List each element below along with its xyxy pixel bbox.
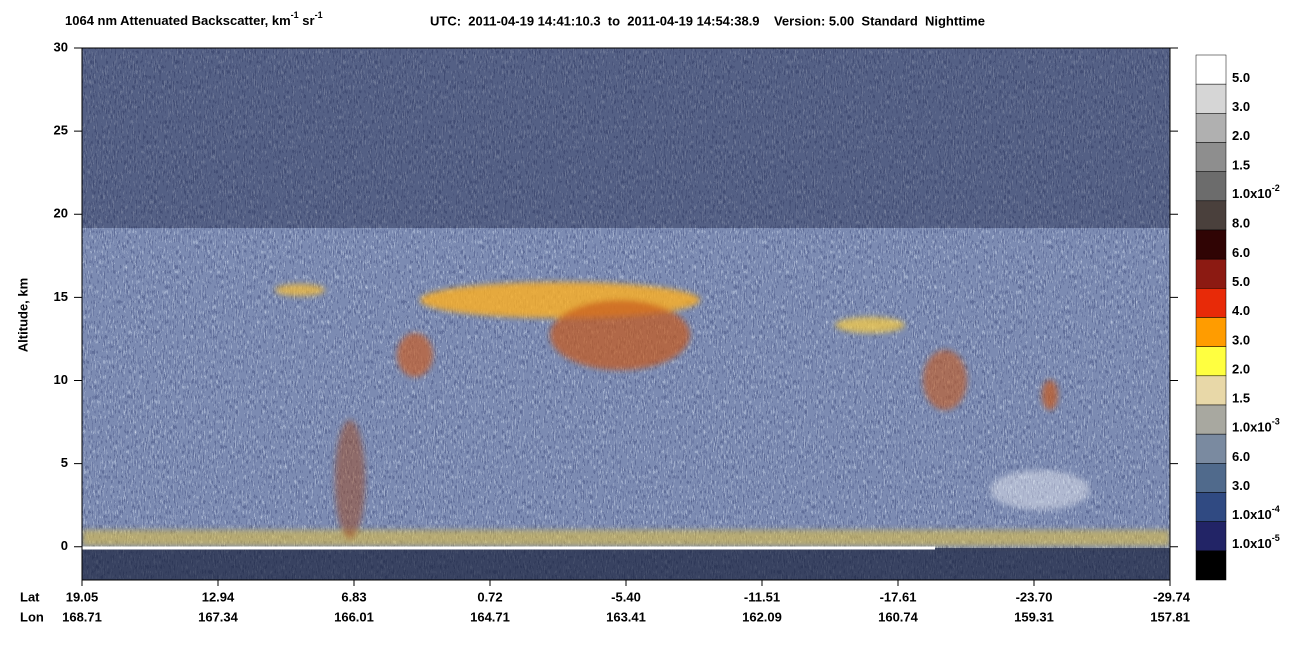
lat-label: 12.94: [202, 589, 235, 604]
colorbar-label-sup: -5: [1272, 533, 1280, 543]
lon-label: 162.09: [742, 609, 782, 624]
title-superscript: -1: [315, 10, 323, 20]
chart-subtitle: UTC: 2011-04-19 14:41:10.3 to 2011-04-19…: [430, 13, 985, 28]
colorbar-label-base: 1.0x10: [1232, 420, 1272, 435]
colorbar-box: [1195, 433, 1227, 464]
colorbar-label: 6.0: [1232, 449, 1250, 464]
colorbar-box: [1195, 521, 1227, 552]
colorbar-label: 1.0x10-3: [1232, 417, 1280, 435]
lat-label: -17.61: [880, 589, 917, 604]
lat-label: 19.05: [66, 589, 99, 604]
colorbar-label-sup: -3: [1272, 417, 1280, 427]
colorbar-box: [1195, 550, 1227, 581]
subsurface: [82, 548, 1170, 580]
colorbar-box: [1195, 142, 1227, 172]
colorbar-label: 1.0x10-4: [1232, 504, 1280, 522]
colorbar-label: 1.5: [1232, 391, 1250, 406]
colorbar-label: 3.0: [1232, 332, 1250, 347]
colorbar-label: 2.0: [1232, 361, 1250, 376]
colorbar-label: 5.0: [1232, 70, 1250, 85]
lon-label: 159.31: [1014, 609, 1054, 624]
colorbar-box: [1195, 317, 1227, 347]
colorbar-label: 5.0: [1232, 274, 1250, 289]
lat-label: 6.83: [341, 589, 366, 604]
colorbar-label: 1.0x10-2: [1232, 183, 1280, 201]
y-tick-label: 5: [61, 455, 68, 470]
colorbar-label-sup: -2: [1272, 183, 1280, 193]
lat-label: -29.74: [1153, 589, 1191, 604]
y-axis-label: Altitude, km: [15, 278, 30, 352]
lat-label: -11.51: [744, 589, 780, 604]
y-tick-label: 20: [54, 206, 68, 221]
y-tick-label: 25: [54, 123, 68, 138]
colorbar-box: [1195, 229, 1227, 260]
y-tick-label: 0: [61, 538, 68, 553]
y-tick-label: 30: [54, 39, 68, 54]
lon-label: 167.34: [198, 609, 239, 624]
colorbar-label-base: 1.0x10: [1232, 186, 1272, 201]
colorbar-box: [1195, 346, 1227, 377]
aerosol-features: [82, 282, 1170, 546]
colorbar-label: 4.0: [1232, 303, 1250, 318]
colorbar-box: [1195, 200, 1227, 231]
lon-label: 157.81: [1150, 609, 1190, 624]
colorbar-box: [1195, 288, 1227, 318]
colorbar-box: [1195, 171, 1227, 202]
lon-label: 168.71: [62, 609, 102, 624]
colorbar-box: [1195, 83, 1227, 114]
colorbar-label: 2.0: [1232, 128, 1250, 143]
y-tick-label: 15: [54, 289, 68, 304]
plot-area: [82, 48, 1170, 580]
colorbar-box: [1195, 375, 1227, 406]
title-superscript: -1: [291, 10, 299, 20]
colorbar-box: [1195, 404, 1227, 435]
colorbar-box: [1195, 258, 1227, 289]
lon-label: 160.74: [878, 609, 919, 624]
colorbar-label: 6.0: [1232, 245, 1250, 260]
colorbar-box: [1195, 492, 1227, 522]
colorbar-label: 3.0: [1232, 99, 1250, 114]
lon-label: 166.01: [334, 609, 374, 624]
title-part: 1064 nm Attenuated Backscatter, km: [65, 13, 291, 28]
colorbar-label-base: 1.0x10: [1232, 536, 1272, 551]
lat-label: -5.40: [611, 589, 641, 604]
upper-shade: [82, 48, 1170, 228]
row-label: Lon: [20, 609, 44, 624]
y-tick-label: 10: [54, 372, 68, 387]
chart-title: 1064 nm Attenuated Backscatter, km-1 sr-…: [65, 10, 323, 28]
colorbar-label: 1.0x10-5: [1232, 533, 1280, 551]
lon-label: 164.71: [470, 609, 510, 624]
row-label: Lat: [20, 589, 40, 604]
colorbar-box: [1195, 54, 1227, 85]
colorbar-label: 3.0: [1232, 478, 1250, 493]
lat-label: -23.70: [1016, 589, 1053, 604]
colorbar-box: [1195, 463, 1227, 493]
colorbar-label: 1.5: [1232, 157, 1250, 172]
colorbar-label-sup: -4: [1272, 504, 1280, 514]
colorbar-label-base: 1.0x10: [1232, 507, 1272, 522]
title-part: sr: [299, 13, 315, 28]
colorbar-label: 8.0: [1232, 216, 1250, 231]
colorbar-box: [1195, 113, 1227, 143]
lon-label: 163.41: [606, 609, 646, 624]
lat-label: 0.72: [477, 589, 502, 604]
